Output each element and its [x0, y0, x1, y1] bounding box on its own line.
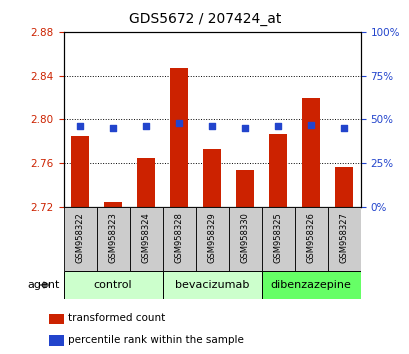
FancyBboxPatch shape [162, 207, 195, 271]
Point [142, 124, 149, 129]
Text: GSM958322: GSM958322 [75, 212, 84, 263]
Text: GSM958330: GSM958330 [240, 212, 249, 263]
Text: dibenzazepine: dibenzazepine [270, 280, 351, 290]
Text: GSM958325: GSM958325 [273, 212, 282, 263]
Text: bevacizumab: bevacizumab [175, 280, 249, 290]
Text: transformed count: transformed count [68, 313, 165, 324]
Text: GDS5672 / 207424_at: GDS5672 / 207424_at [128, 12, 281, 27]
Point [307, 122, 314, 127]
FancyBboxPatch shape [261, 272, 360, 298]
Text: control: control [94, 280, 132, 290]
Bar [202, 149, 221, 207]
Point [76, 124, 83, 129]
Text: GSM958323: GSM958323 [108, 212, 117, 263]
Point [175, 120, 182, 126]
Text: percentile rank within the sample: percentile rank within the sample [68, 335, 244, 345]
Text: GSM958329: GSM958329 [207, 212, 216, 263]
Bar [268, 134, 287, 207]
FancyBboxPatch shape [129, 207, 162, 271]
Bar [170, 68, 188, 207]
FancyBboxPatch shape [294, 207, 327, 271]
Bar [335, 167, 353, 207]
FancyBboxPatch shape [49, 314, 63, 324]
Text: GSM958327: GSM958327 [339, 212, 348, 263]
FancyBboxPatch shape [327, 207, 360, 271]
Bar [137, 158, 155, 207]
FancyBboxPatch shape [195, 207, 228, 271]
FancyBboxPatch shape [63, 272, 162, 298]
FancyBboxPatch shape [162, 272, 261, 298]
Point [110, 125, 116, 131]
Point [274, 124, 281, 129]
Text: agent: agent [27, 280, 59, 290]
Text: GSM958328: GSM958328 [174, 212, 183, 263]
Bar [104, 202, 122, 207]
Bar [236, 170, 254, 207]
FancyBboxPatch shape [49, 335, 63, 346]
FancyBboxPatch shape [97, 207, 129, 271]
Point [241, 125, 248, 131]
FancyBboxPatch shape [228, 207, 261, 271]
Point [340, 125, 347, 131]
Point [208, 124, 215, 129]
Bar [301, 98, 319, 207]
Bar [71, 136, 89, 207]
FancyBboxPatch shape [261, 207, 294, 271]
Text: GSM958324: GSM958324 [141, 212, 150, 263]
Text: GSM958326: GSM958326 [306, 212, 315, 263]
FancyBboxPatch shape [63, 207, 97, 271]
